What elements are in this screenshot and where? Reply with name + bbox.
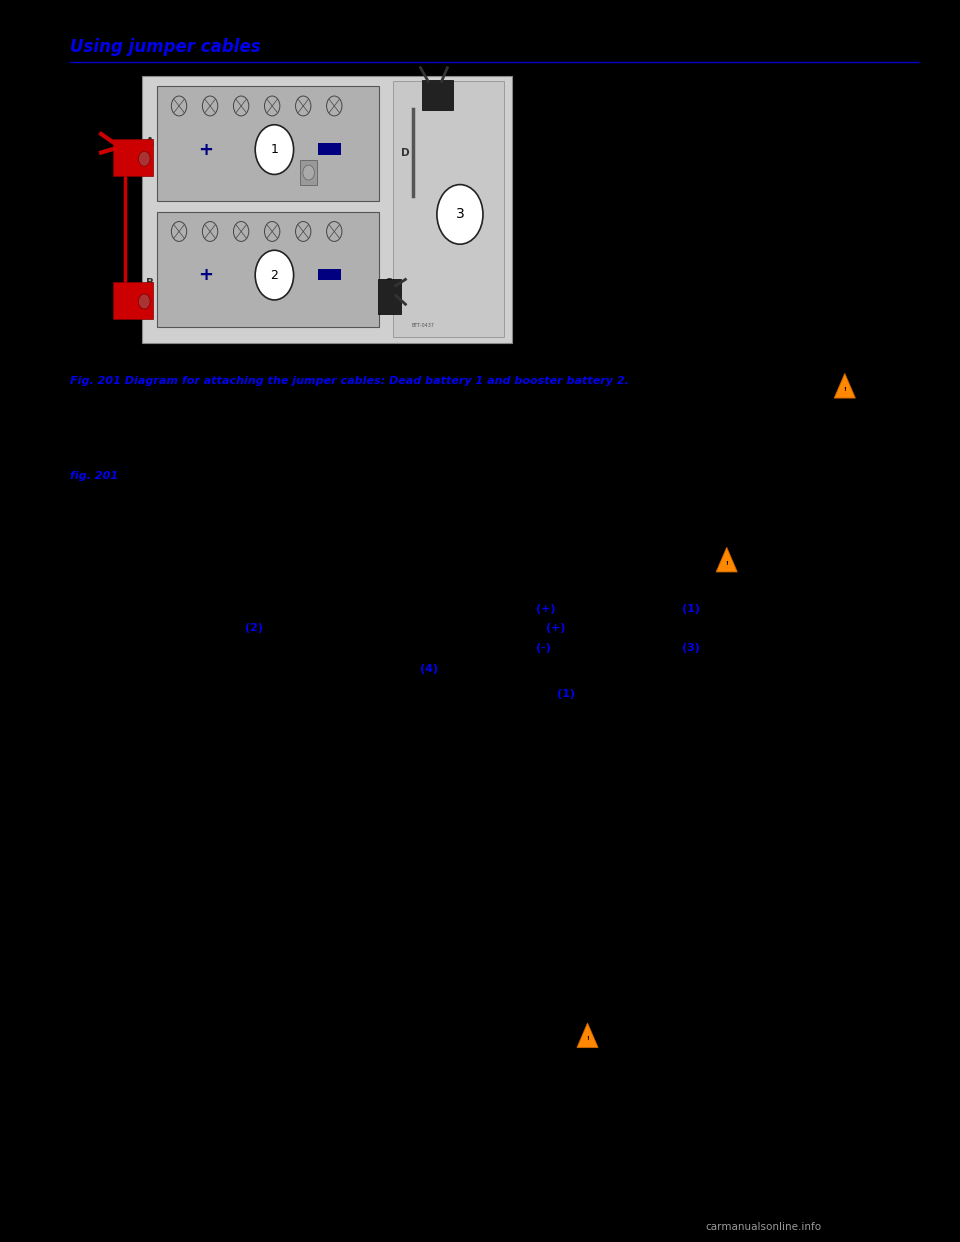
Text: Using jumper cables: Using jumper cables bbox=[70, 39, 261, 56]
Circle shape bbox=[437, 185, 483, 245]
FancyBboxPatch shape bbox=[112, 139, 153, 176]
Text: Fig. 201 Diagram for attaching the jumper cables: Dead battery 1 and booster bat: Fig. 201 Diagram for attaching the jumpe… bbox=[70, 376, 629, 386]
FancyBboxPatch shape bbox=[319, 268, 342, 279]
FancyBboxPatch shape bbox=[394, 81, 504, 338]
FancyBboxPatch shape bbox=[422, 79, 453, 109]
FancyBboxPatch shape bbox=[377, 279, 400, 314]
Text: 2: 2 bbox=[271, 268, 278, 282]
Text: (+): (+) bbox=[546, 623, 565, 633]
Text: B: B bbox=[146, 278, 154, 288]
Text: !: ! bbox=[844, 386, 846, 391]
FancyBboxPatch shape bbox=[142, 76, 512, 343]
Polygon shape bbox=[834, 374, 855, 397]
Text: carmanualsonline.info: carmanualsonline.info bbox=[706, 1222, 822, 1232]
Text: (-): (-) bbox=[536, 643, 550, 653]
Text: !: ! bbox=[587, 1036, 588, 1041]
Text: (2): (2) bbox=[245, 623, 263, 633]
Circle shape bbox=[255, 124, 294, 174]
Text: A: A bbox=[146, 137, 154, 147]
Circle shape bbox=[255, 250, 294, 299]
FancyBboxPatch shape bbox=[156, 87, 378, 201]
Text: 3: 3 bbox=[456, 207, 465, 221]
Text: (3): (3) bbox=[682, 643, 700, 653]
FancyBboxPatch shape bbox=[112, 282, 153, 319]
Text: (1): (1) bbox=[682, 604, 700, 614]
Text: BTT-0437: BTT-0437 bbox=[412, 323, 435, 328]
FancyBboxPatch shape bbox=[156, 212, 378, 327]
Text: 1: 1 bbox=[271, 143, 278, 156]
Circle shape bbox=[138, 152, 150, 166]
Polygon shape bbox=[577, 1023, 598, 1048]
Text: C: C bbox=[384, 278, 392, 288]
Circle shape bbox=[138, 294, 150, 309]
FancyBboxPatch shape bbox=[300, 160, 317, 185]
Polygon shape bbox=[716, 548, 737, 571]
Text: +: + bbox=[198, 140, 213, 159]
Text: (1): (1) bbox=[557, 689, 575, 699]
Text: !: ! bbox=[726, 560, 728, 565]
Text: D: D bbox=[401, 148, 409, 158]
Text: (4): (4) bbox=[420, 664, 439, 674]
FancyBboxPatch shape bbox=[319, 143, 342, 154]
Circle shape bbox=[302, 165, 314, 180]
Text: fig. 201: fig. 201 bbox=[70, 471, 118, 481]
Text: (+): (+) bbox=[536, 604, 555, 614]
Text: +: + bbox=[198, 266, 213, 284]
